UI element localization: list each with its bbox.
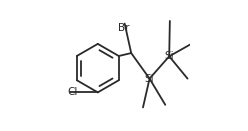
Text: Br: Br <box>118 23 129 33</box>
Text: Si: Si <box>145 74 154 84</box>
Text: Cl: Cl <box>67 87 77 97</box>
Text: Si: Si <box>164 51 174 61</box>
